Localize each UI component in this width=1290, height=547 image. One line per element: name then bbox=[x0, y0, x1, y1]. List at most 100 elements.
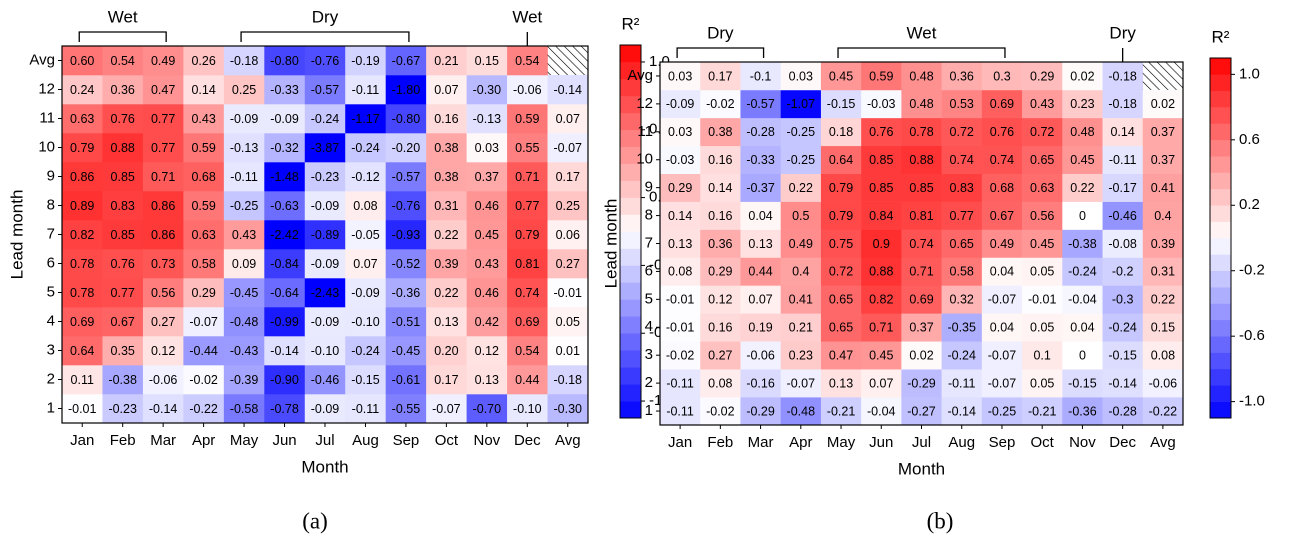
cell-label: -0.14 bbox=[554, 83, 583, 97]
cell-label: -0.93 bbox=[392, 228, 421, 242]
cell-label: -0.02 bbox=[706, 404, 735, 418]
colorbar-tick-label: -1.0 bbox=[1239, 393, 1265, 410]
cell-label: 0.79 bbox=[829, 181, 853, 195]
colorbar-band bbox=[1210, 107, 1231, 124]
heatmap-cell bbox=[660, 397, 701, 426]
cell-label: 0.13 bbox=[829, 376, 853, 390]
heatmap-cell bbox=[426, 365, 467, 395]
cell-label: 0.79 bbox=[515, 228, 539, 242]
heatmap-cell bbox=[102, 278, 144, 308]
colorbar-band bbox=[1210, 385, 1231, 402]
cell-label: 0.37 bbox=[1151, 153, 1175, 167]
cell-label: 0.78 bbox=[70, 286, 94, 300]
cell-label: -0.02 bbox=[666, 348, 695, 362]
cell-label: 0.13 bbox=[475, 373, 499, 387]
heatmap-cell bbox=[780, 397, 822, 426]
heatmap-cell bbox=[223, 220, 265, 250]
cell-label: 0.14 bbox=[1110, 125, 1134, 139]
heatmap-cell bbox=[660, 89, 701, 119]
heatmap-cell bbox=[780, 285, 822, 314]
heatmap-cell bbox=[223, 133, 265, 163]
cell-label: -0.30 bbox=[473, 83, 502, 97]
cell-label: 0.4 bbox=[792, 265, 809, 279]
heatmap-cell bbox=[345, 46, 386, 76]
cell-label: 0.79 bbox=[70, 141, 94, 155]
heatmap-cell bbox=[1062, 145, 1103, 174]
y-axis-label: Lead month bbox=[601, 199, 620, 289]
heatmap-cell bbox=[820, 229, 862, 258]
colorbar-band bbox=[1210, 254, 1231, 272]
y-tick-label: 4 bbox=[47, 312, 55, 329]
cell-label: -0.01 bbox=[1028, 293, 1057, 307]
heatmap-cell bbox=[780, 62, 822, 91]
cell-label: -0.06 bbox=[1149, 376, 1178, 390]
cell-label: 0.74 bbox=[515, 286, 539, 300]
x-tick-label: Dec bbox=[514, 432, 541, 449]
cell-label: 0.42 bbox=[475, 315, 499, 329]
cell-label: 0.25 bbox=[556, 199, 580, 213]
cell-label: 0 bbox=[1079, 209, 1086, 223]
bracket-label: Wet bbox=[512, 7, 542, 26]
x-tick-label: May bbox=[230, 432, 259, 449]
cell-label: -0.07 bbox=[432, 402, 461, 416]
heatmap-cell bbox=[264, 278, 306, 308]
heatmap-cell bbox=[264, 46, 306, 76]
cell-label: -0.24 bbox=[351, 141, 380, 155]
heatmap-cell bbox=[62, 104, 103, 134]
cell-label: -0.13 bbox=[230, 141, 259, 155]
heatmap-cell bbox=[547, 220, 589, 250]
cell-label: -0.52 bbox=[392, 257, 421, 271]
cell-label: 0.78 bbox=[909, 125, 933, 139]
heatmap-cell bbox=[304, 394, 346, 424]
x-tick-label: Jul bbox=[315, 432, 334, 449]
heatmap-cell bbox=[820, 397, 862, 426]
heatmap-cell bbox=[941, 89, 983, 119]
heatmap-cell bbox=[142, 46, 184, 76]
heatmap-cell bbox=[861, 145, 902, 174]
heatmap-cell bbox=[1142, 397, 1184, 426]
cell-label: 0.88 bbox=[111, 141, 135, 155]
cell-label: 0.65 bbox=[950, 237, 974, 251]
cell-label: -0.18 bbox=[230, 54, 259, 68]
cell-label: 0.84 bbox=[869, 209, 893, 223]
cell-label: 0.47 bbox=[151, 83, 175, 97]
heatmap-cell bbox=[981, 313, 1023, 342]
heatmap-cell bbox=[740, 173, 781, 202]
cell-label: -0.12 bbox=[351, 170, 380, 184]
cell-label: -0.25 bbox=[988, 404, 1017, 418]
cell-label: 0.19 bbox=[748, 321, 772, 335]
cell-label: -0.29 bbox=[907, 376, 936, 390]
cell-label: 0.05 bbox=[1030, 376, 1054, 390]
cell-label: 0.23 bbox=[1070, 97, 1094, 111]
cell-label: 0.04 bbox=[990, 321, 1014, 335]
y-tick-label: 2 bbox=[47, 370, 55, 387]
heatmap-cell bbox=[700, 229, 741, 258]
cell-label: 0.4 bbox=[1154, 209, 1171, 223]
cell-label: -0.19 bbox=[351, 54, 380, 68]
heatmap-cell bbox=[740, 62, 781, 91]
cell-label: -0.21 bbox=[827, 404, 856, 418]
heatmap-cell bbox=[1062, 62, 1103, 91]
colorbar-band bbox=[620, 78, 641, 97]
heatmap-cell bbox=[426, 104, 467, 134]
cell-label: 0.08 bbox=[668, 265, 692, 279]
cell-label: 0.85 bbox=[111, 170, 135, 184]
heatmap-cell bbox=[183, 162, 225, 192]
heatmap-cell bbox=[264, 307, 306, 337]
cell-label: 0.27 bbox=[151, 315, 175, 329]
heatmap-cell bbox=[466, 191, 508, 221]
bracket bbox=[837, 47, 1006, 58]
heatmap-cell bbox=[981, 145, 1023, 174]
cell-label: 0.41 bbox=[1151, 181, 1175, 195]
cell-label: 0.37 bbox=[475, 170, 499, 184]
cell-label: 0.85 bbox=[869, 153, 893, 167]
heatmap-cell bbox=[740, 397, 781, 426]
bracket-label: Dry bbox=[312, 7, 339, 26]
heatmap-cell bbox=[507, 278, 548, 308]
y-tick-label: 7 bbox=[47, 225, 55, 242]
cell-label: -0.01 bbox=[666, 321, 695, 335]
colorbar-band bbox=[620, 197, 641, 215]
cell-label: 0.71 bbox=[909, 265, 933, 279]
cell-label: -0.57 bbox=[746, 97, 775, 111]
heatmap-cell bbox=[861, 117, 902, 147]
